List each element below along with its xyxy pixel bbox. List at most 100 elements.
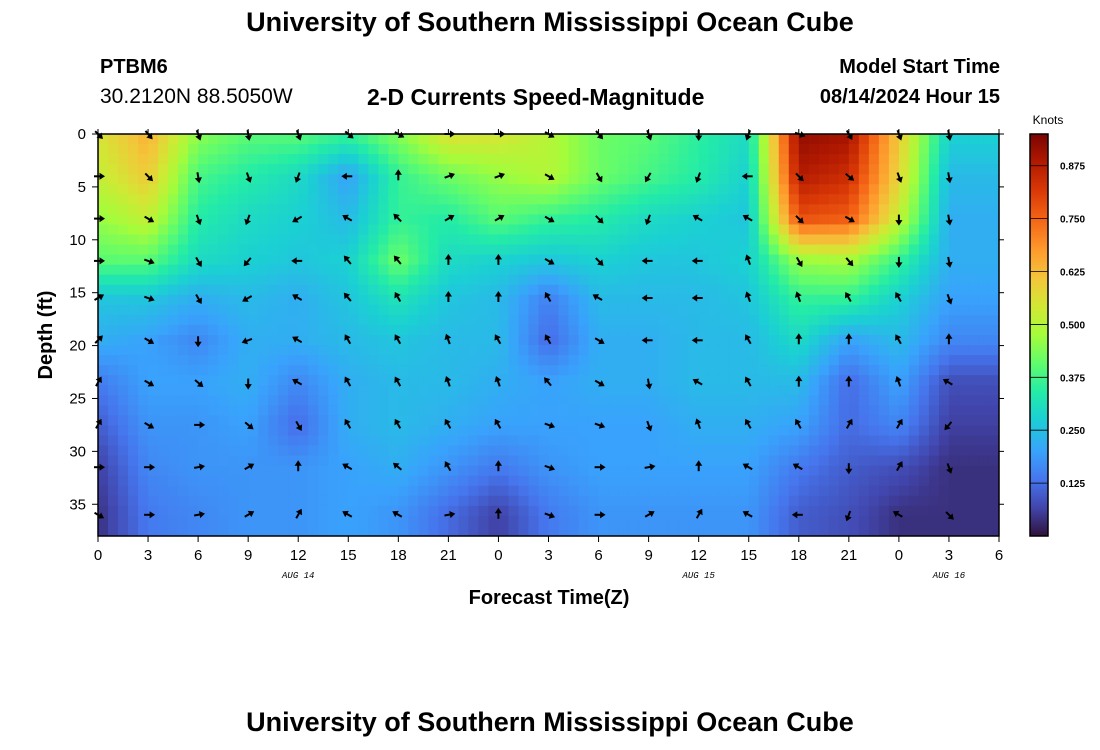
heatmap-cell [488,385,500,396]
heatmap-cell [708,465,720,477]
heatmap-cell [818,294,830,306]
heatmap-cell [138,214,149,226]
heatmap-cell [378,254,389,266]
current-arrow [341,172,353,180]
heatmap-cell [388,355,399,366]
heatmap-cell [758,405,770,416]
heatmap-cell [618,525,630,536]
heatmap-cell [918,294,930,306]
heatmap-cell [818,194,830,205]
heatmap-cell [768,485,780,497]
heatmap-cell [98,435,109,447]
heatmap-cell [198,475,209,487]
heatmap-cell [368,485,379,497]
heatmap-cell [848,304,860,316]
heatmap-cell [258,525,269,536]
heatmap-cell [488,314,500,326]
heatmap-cell [338,304,349,316]
heatmap-cell [948,224,960,236]
current-arrow [741,172,753,180]
heatmap-cell [308,144,319,155]
heatmap-cell [878,154,890,165]
heatmap-cell [188,144,199,155]
heatmap-cell [828,375,840,386]
heatmap-cell [918,134,930,145]
heatmap-cell [258,264,269,276]
heatmap-cell [288,475,299,487]
heatmap-cell [738,455,750,467]
heatmap-cell [908,324,920,336]
heatmap-cell [418,164,429,175]
heatmap-cell [658,475,670,487]
heatmap-cell [918,154,930,165]
heatmap-cell [278,174,289,185]
heatmap-cell [628,405,640,416]
heatmap-cell [178,345,189,356]
heatmap-cell [568,164,580,175]
heatmap-cell [388,425,399,437]
heatmap-cell [438,254,449,266]
heatmap-cell [128,184,139,195]
heatmap-cell [288,445,299,457]
heatmap-cell [618,345,630,356]
heatmap-cell [468,274,480,286]
heatmap-cell [228,515,239,527]
heatmap-cell [258,455,269,467]
heatmap-cell [508,254,520,266]
heatmap-cell [218,435,229,447]
heatmap-cell [458,495,470,507]
current-arrow [194,379,204,388]
heatmap-cell [778,445,790,457]
heatmap-cell [268,184,279,195]
heatmap-cell [578,264,590,276]
heatmap-cell [918,415,930,427]
heatmap-cell [268,274,279,286]
heatmap-cell [438,154,449,165]
heatmap-cell [458,355,470,366]
heatmap-cell [518,274,530,286]
heatmap-cell [578,455,590,467]
heatmap-cell [818,375,830,386]
heatmap-cell [228,144,239,155]
current-arrow [946,463,953,474]
heatmap-cell [828,365,840,376]
heatmap-cell [368,515,379,527]
heatmap-cell [848,475,860,487]
heatmap-cell [908,345,920,356]
heatmap-cell [238,264,249,276]
heatmap-cell [168,194,179,205]
heatmap-cell [258,214,269,226]
heatmap-cell [568,505,580,517]
heatmap-cell [298,134,309,145]
heatmap-cell [708,485,720,497]
heatmap-cell [218,455,229,467]
heatmap-cell [718,375,730,386]
heatmap-cell [388,455,399,467]
heatmap-cell [798,284,810,296]
heatmap-cell [668,304,680,316]
heatmap-cell [238,204,249,215]
heatmap-cell [488,324,500,336]
heatmap-cell [188,174,199,185]
heatmap-cell [758,184,770,195]
heatmap-cell [268,345,279,356]
heatmap-cell [108,194,119,205]
current-arrow [794,418,802,429]
heatmap-cell [988,324,999,336]
heatmap-cell [678,465,690,477]
date-label: AUG 16 [932,571,966,581]
heatmap-cell [538,224,550,236]
heatmap-cell [738,184,750,195]
heatmap-cell [278,505,289,517]
heatmap-cell [308,335,319,346]
heatmap-cell [538,204,550,215]
heatmap-cell [128,515,139,527]
heatmap-cell [968,435,980,447]
heatmap-cell [838,445,850,457]
heatmap-cell [368,445,379,457]
heatmap-cell [338,184,349,195]
heatmap-cell [878,365,890,376]
heatmap-cell [958,415,970,427]
heatmap-cell [378,365,389,376]
heatmap-cell [228,445,239,457]
